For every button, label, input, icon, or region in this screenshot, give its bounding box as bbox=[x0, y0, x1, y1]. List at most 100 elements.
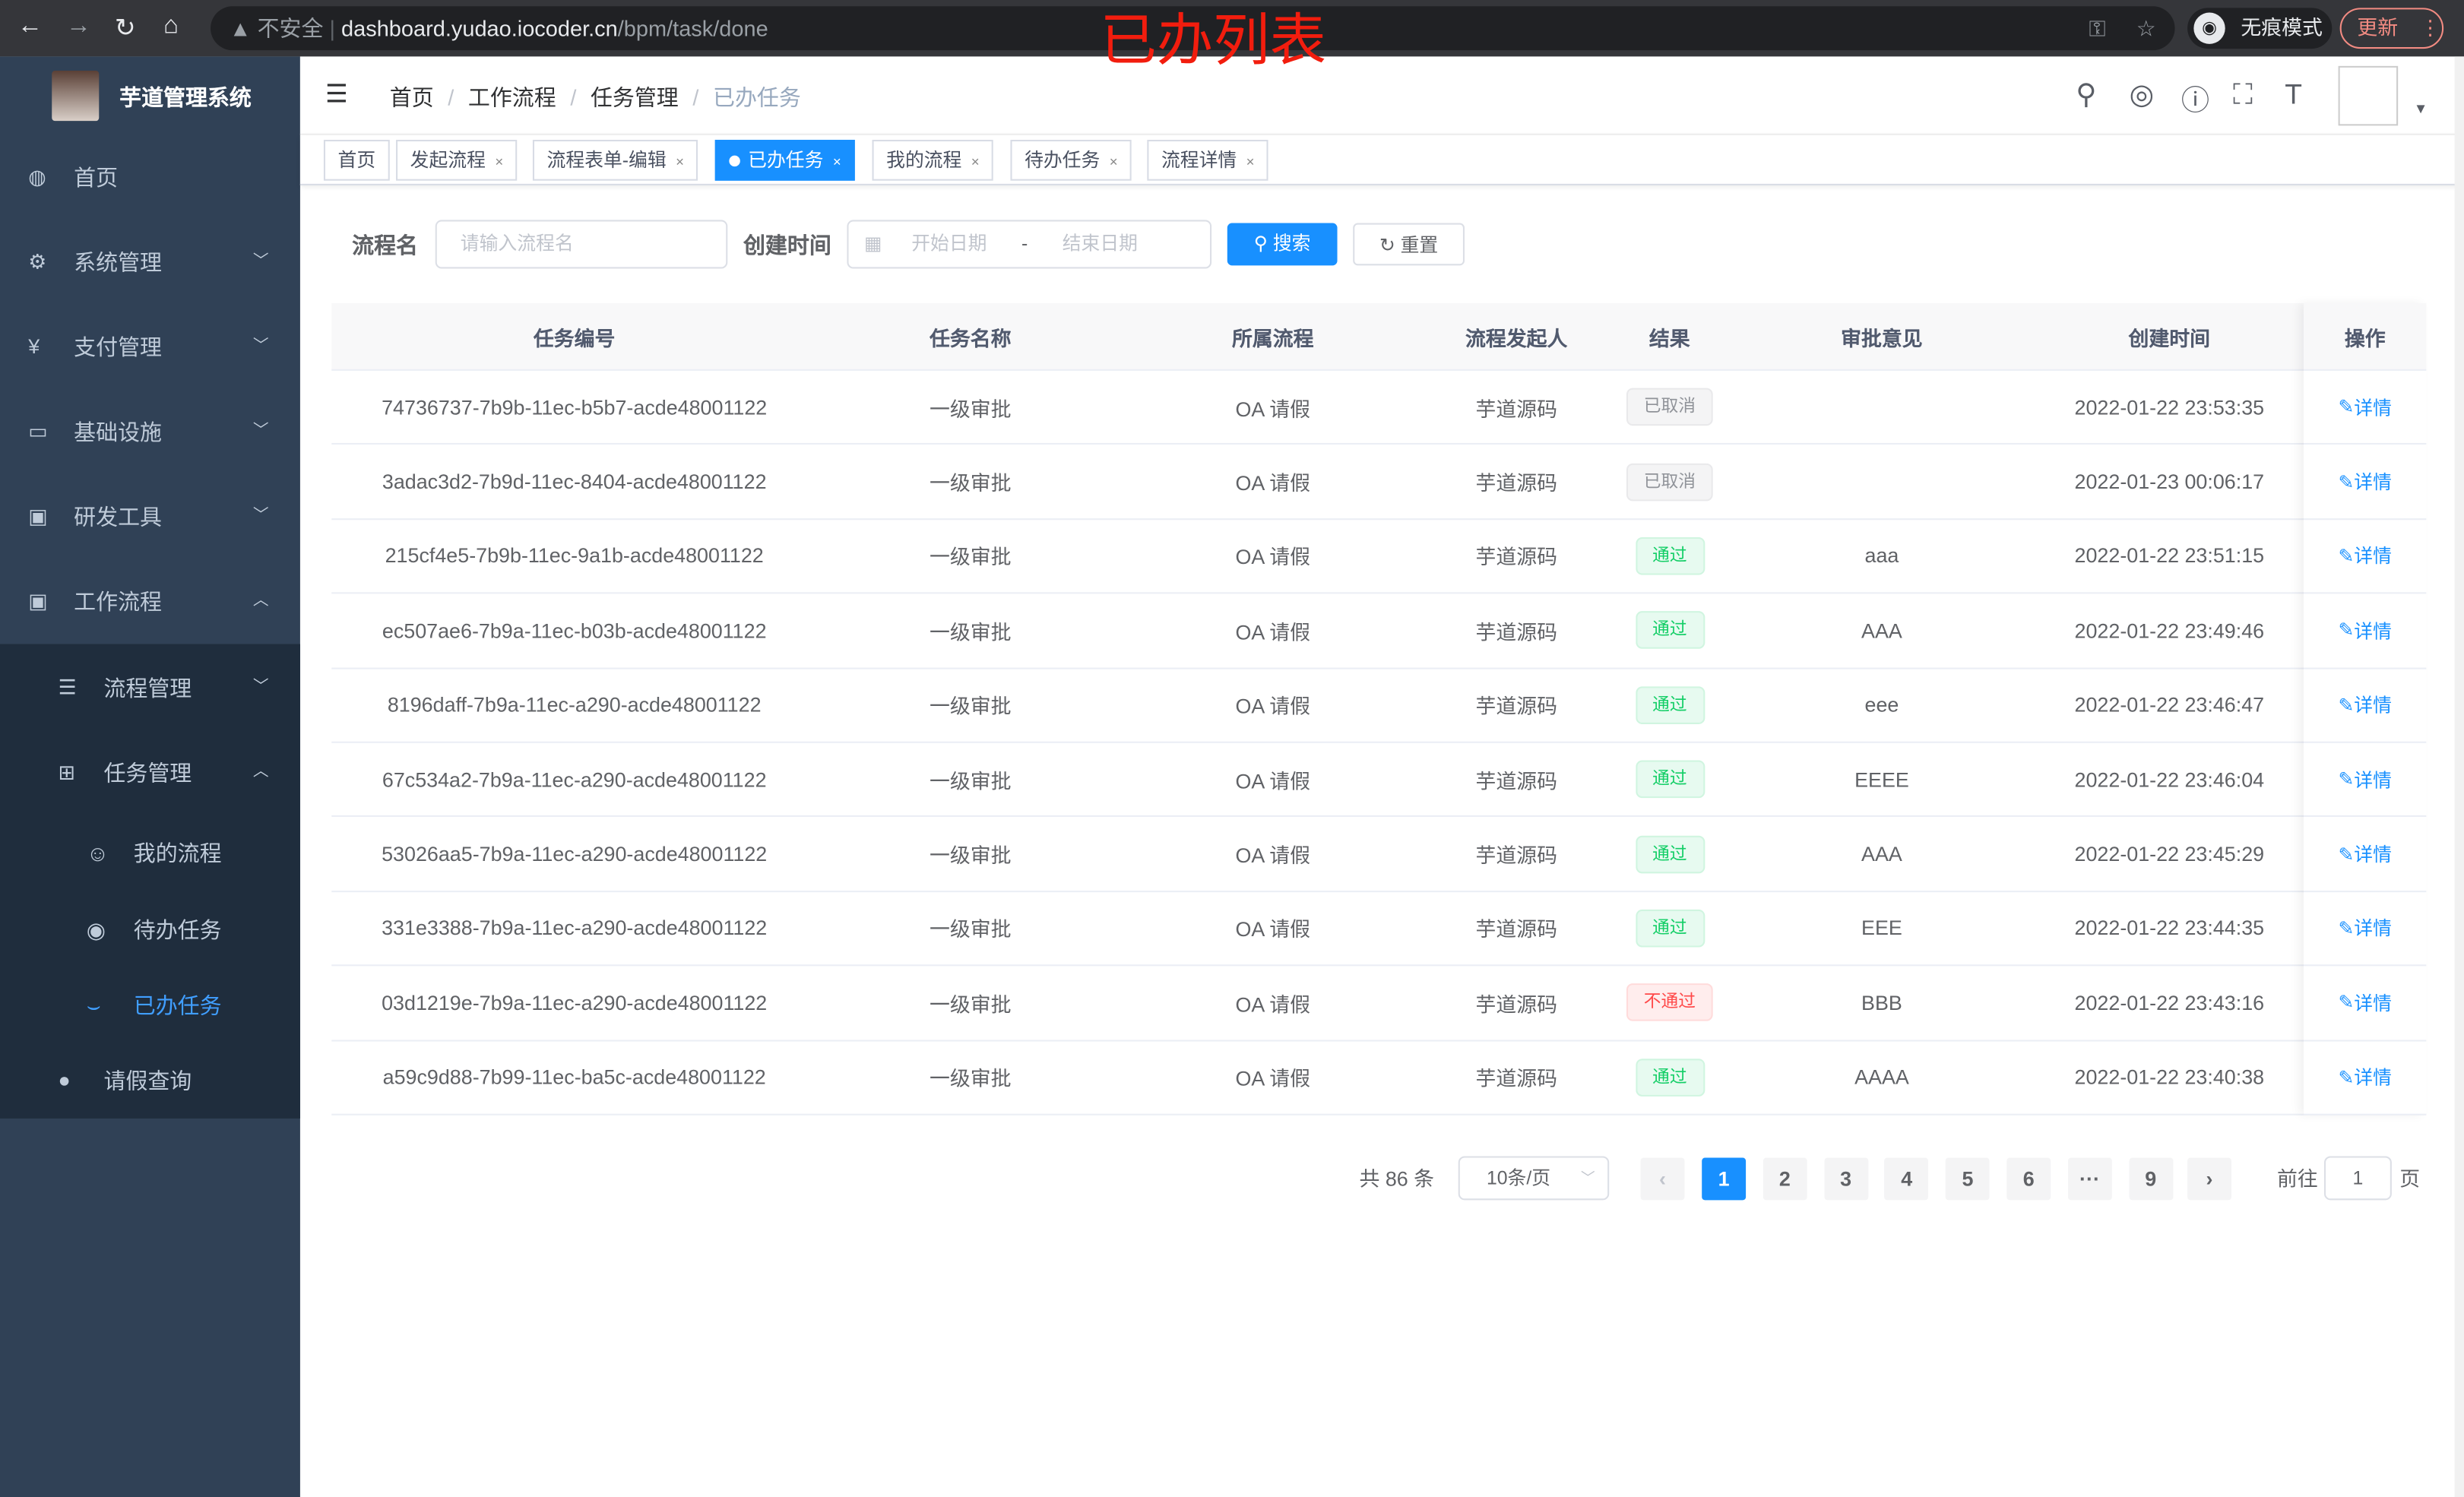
detail-link[interactable]: 详情 bbox=[2354, 695, 2392, 717]
reset-button[interactable]: ↻ 重置 bbox=[1353, 223, 1465, 266]
help-icon[interactable]: ⓘ bbox=[2181, 84, 2210, 116]
cell-starter: 芋道源码 bbox=[1422, 371, 1610, 444]
caret-down-icon[interactable]: ▼ bbox=[2413, 100, 2428, 116]
tag-process-detail[interactable]: 流程详情 × bbox=[1147, 139, 1269, 181]
sidebar-item-my-process[interactable]: ☺ 我的流程 bbox=[0, 815, 300, 891]
close-icon[interactable]: × bbox=[832, 153, 841, 170]
sidebar-item-workflow[interactable]: ▣ 工作流程 ︿ bbox=[0, 559, 300, 644]
process-name-input[interactable]: 请输入流程名 bbox=[435, 220, 728, 269]
breadcrumb-item[interactable]: 工作流程 bbox=[467, 84, 556, 110]
cell-text: 一级审批 bbox=[929, 992, 1012, 1017]
page-button[interactable]: 9 bbox=[2128, 1157, 2173, 1201]
tag-home[interactable]: 首页 bbox=[323, 139, 390, 181]
detail-link[interactable]: 详情 bbox=[2354, 546, 2392, 568]
page-button[interactable]: 5 bbox=[1946, 1157, 1990, 1201]
address-bar[interactable]: ▲ 不安全 | dashboard.yudao.iocoder.cn/bpm/t… bbox=[211, 6, 2175, 51]
sidebar-item-flow-manage[interactable]: ☰ 流程管理 ﹀ bbox=[0, 646, 300, 731]
sidebar-item-home[interactable]: ◍ 首页 bbox=[0, 135, 300, 220]
close-icon[interactable]: × bbox=[971, 153, 980, 170]
detail-link[interactable]: 详情 bbox=[2354, 992, 2392, 1015]
search-icon[interactable]: ⚲ bbox=[2076, 78, 2097, 110]
start-date-input[interactable]: 开始日期 bbox=[911, 232, 987, 255]
sidebar-logo[interactable]: 芋道管理系统 bbox=[0, 56, 300, 135]
key-icon[interactable]: ⚿ bbox=[2089, 15, 2106, 41]
select-value: 10条/页 bbox=[1486, 1166, 1551, 1189]
sidebar-item-todo[interactable]: ◉ 待办任务 bbox=[0, 892, 300, 967]
edit-icon: ✎ bbox=[2338, 917, 2355, 940]
end-date-input[interactable]: 结束日期 bbox=[1062, 232, 1138, 255]
tag-my-process[interactable]: 我的流程 × bbox=[872, 139, 994, 181]
github-icon[interactable]: ◎ bbox=[2129, 78, 2155, 110]
close-icon[interactable]: × bbox=[676, 153, 684, 170]
sidebar-item-done[interactable]: ⌣ 已办任务 bbox=[0, 967, 300, 1043]
font-size-icon[interactable]: T bbox=[2285, 78, 2303, 110]
cell-text: 53026aa5-7b9a-11ec-a290-acde48001122 bbox=[382, 842, 768, 866]
star-icon[interactable]: ☆ bbox=[2136, 15, 2156, 41]
close-icon[interactable]: × bbox=[1109, 153, 1118, 170]
cell-process: OA 请假 bbox=[1123, 669, 1422, 742]
page-button[interactable]: 2 bbox=[1762, 1157, 1807, 1201]
detail-link[interactable]: 详情 bbox=[2354, 471, 2392, 494]
cell-text: 215cf4e5-7b9b-11ec-9a1b-acde48001122 bbox=[385, 544, 764, 568]
fullscreen-icon[interactable]: ⛶ bbox=[2233, 78, 2253, 110]
prev-page-button[interactable]: ‹ bbox=[1640, 1157, 1685, 1201]
detail-link[interactable]: 详情 bbox=[2354, 397, 2392, 419]
breadcrumb-item[interactable]: 任务管理 bbox=[590, 84, 679, 110]
cell-text: OA 请假 bbox=[1235, 769, 1311, 793]
hamburger-icon[interactable]: ☰ bbox=[325, 81, 348, 109]
sidebar-item-pay[interactable]: ¥ 支付管理 ﹀ bbox=[0, 305, 300, 390]
detail-link[interactable]: 详情 bbox=[2354, 1067, 2392, 1089]
chevron-down-icon: ﹀ bbox=[252, 337, 269, 356]
page-button[interactable]: 3 bbox=[1823, 1157, 1868, 1201]
cell-action: ✎ 详情 bbox=[2304, 892, 2426, 965]
avatar[interactable] bbox=[2338, 65, 2399, 126]
breadcrumb-item[interactable]: 首页 bbox=[389, 84, 434, 110]
tag-start-process[interactable]: 发起流程 × bbox=[396, 139, 518, 181]
page-button[interactable]: ··· bbox=[2067, 1157, 2112, 1201]
page-button[interactable]: 6 bbox=[2006, 1157, 2051, 1201]
process-name-label: 流程名 bbox=[352, 232, 418, 258]
back-icon[interactable]: ← bbox=[17, 12, 43, 40]
cell-action: ✎ 详情 bbox=[2304, 967, 2426, 1040]
sidebar-item-infra[interactable]: ▭ 基础设施 ﹀ bbox=[0, 390, 300, 475]
detail-link[interactable]: 详情 bbox=[2354, 843, 2392, 866]
page-button[interactable]: 1 bbox=[1702, 1157, 1747, 1201]
cell-text: AAA bbox=[1861, 619, 1902, 643]
page-button[interactable]: 4 bbox=[1884, 1157, 1929, 1201]
tag-label: 我的流程 bbox=[886, 149, 962, 172]
detail-link[interactable]: 详情 bbox=[2354, 918, 2392, 941]
tag-todo[interactable]: 待办任务 × bbox=[1010, 139, 1132, 181]
edit-icon: ✎ bbox=[2338, 1066, 2355, 1088]
button-label: 重置 bbox=[1400, 234, 1439, 256]
cell-opinion: AAAA bbox=[1728, 1041, 2035, 1114]
next-page-button[interactable]: › bbox=[2187, 1157, 2231, 1201]
cell-id: 8196daff-7b9a-11ec-a290-acde48001122 bbox=[331, 669, 817, 742]
sidebar-item-task-manage[interactable]: ⊞ 任务管理 ︿ bbox=[0, 730, 300, 815]
search-button[interactable]: ⚲ 搜索 bbox=[1227, 223, 1338, 266]
page-size-select[interactable]: 10条/页 ﹀ bbox=[1458, 1156, 1610, 1201]
detail-link[interactable]: 详情 bbox=[2354, 769, 2392, 792]
detail-link[interactable]: 详情 bbox=[2354, 620, 2392, 643]
url-path: /bpm/task/done bbox=[617, 15, 768, 41]
toolbox-icon: ▣ bbox=[28, 589, 48, 613]
sidebar-item-leave[interactable]: ● 请假查询 bbox=[0, 1038, 300, 1123]
tag-done[interactable]: 已办任务 × bbox=[714, 139, 856, 181]
reload-icon[interactable]: ↻ bbox=[114, 15, 136, 43]
close-icon[interactable]: × bbox=[1246, 153, 1255, 170]
close-icon[interactable]: × bbox=[495, 153, 504, 170]
scrollbar[interactable] bbox=[2454, 56, 2464, 1497]
incognito-indicator[interactable]: ◉ 无痕模式 bbox=[2187, 8, 2333, 49]
sidebar-item-devtools[interactable]: ▣ 研发工具 ﹀ bbox=[0, 474, 300, 559]
sidebar-item-system[interactable]: ⚙ 系统管理 ﹀ bbox=[0, 220, 300, 305]
cell-text: 2022-01-22 23:46:47 bbox=[2074, 693, 2265, 717]
home-icon[interactable]: ⌂ bbox=[163, 12, 179, 40]
tag-form-edit[interactable]: 流程表单-编辑 × bbox=[532, 139, 698, 181]
cell-text: 芋道源码 bbox=[1475, 471, 1557, 495]
cell-text: 芋道源码 bbox=[1475, 769, 1557, 793]
calendar-icon: ▦ bbox=[864, 232, 882, 255]
update-button[interactable]: 更新 ⋮ bbox=[2339, 8, 2444, 49]
forward-icon[interactable]: → bbox=[65, 12, 91, 40]
search-icon: ⚲ bbox=[1253, 232, 1273, 255]
date-range-picker[interactable]: ▦ 开始日期 - 结束日期 bbox=[847, 220, 1212, 269]
goto-page-input[interactable]: 1 bbox=[2323, 1156, 2392, 1201]
